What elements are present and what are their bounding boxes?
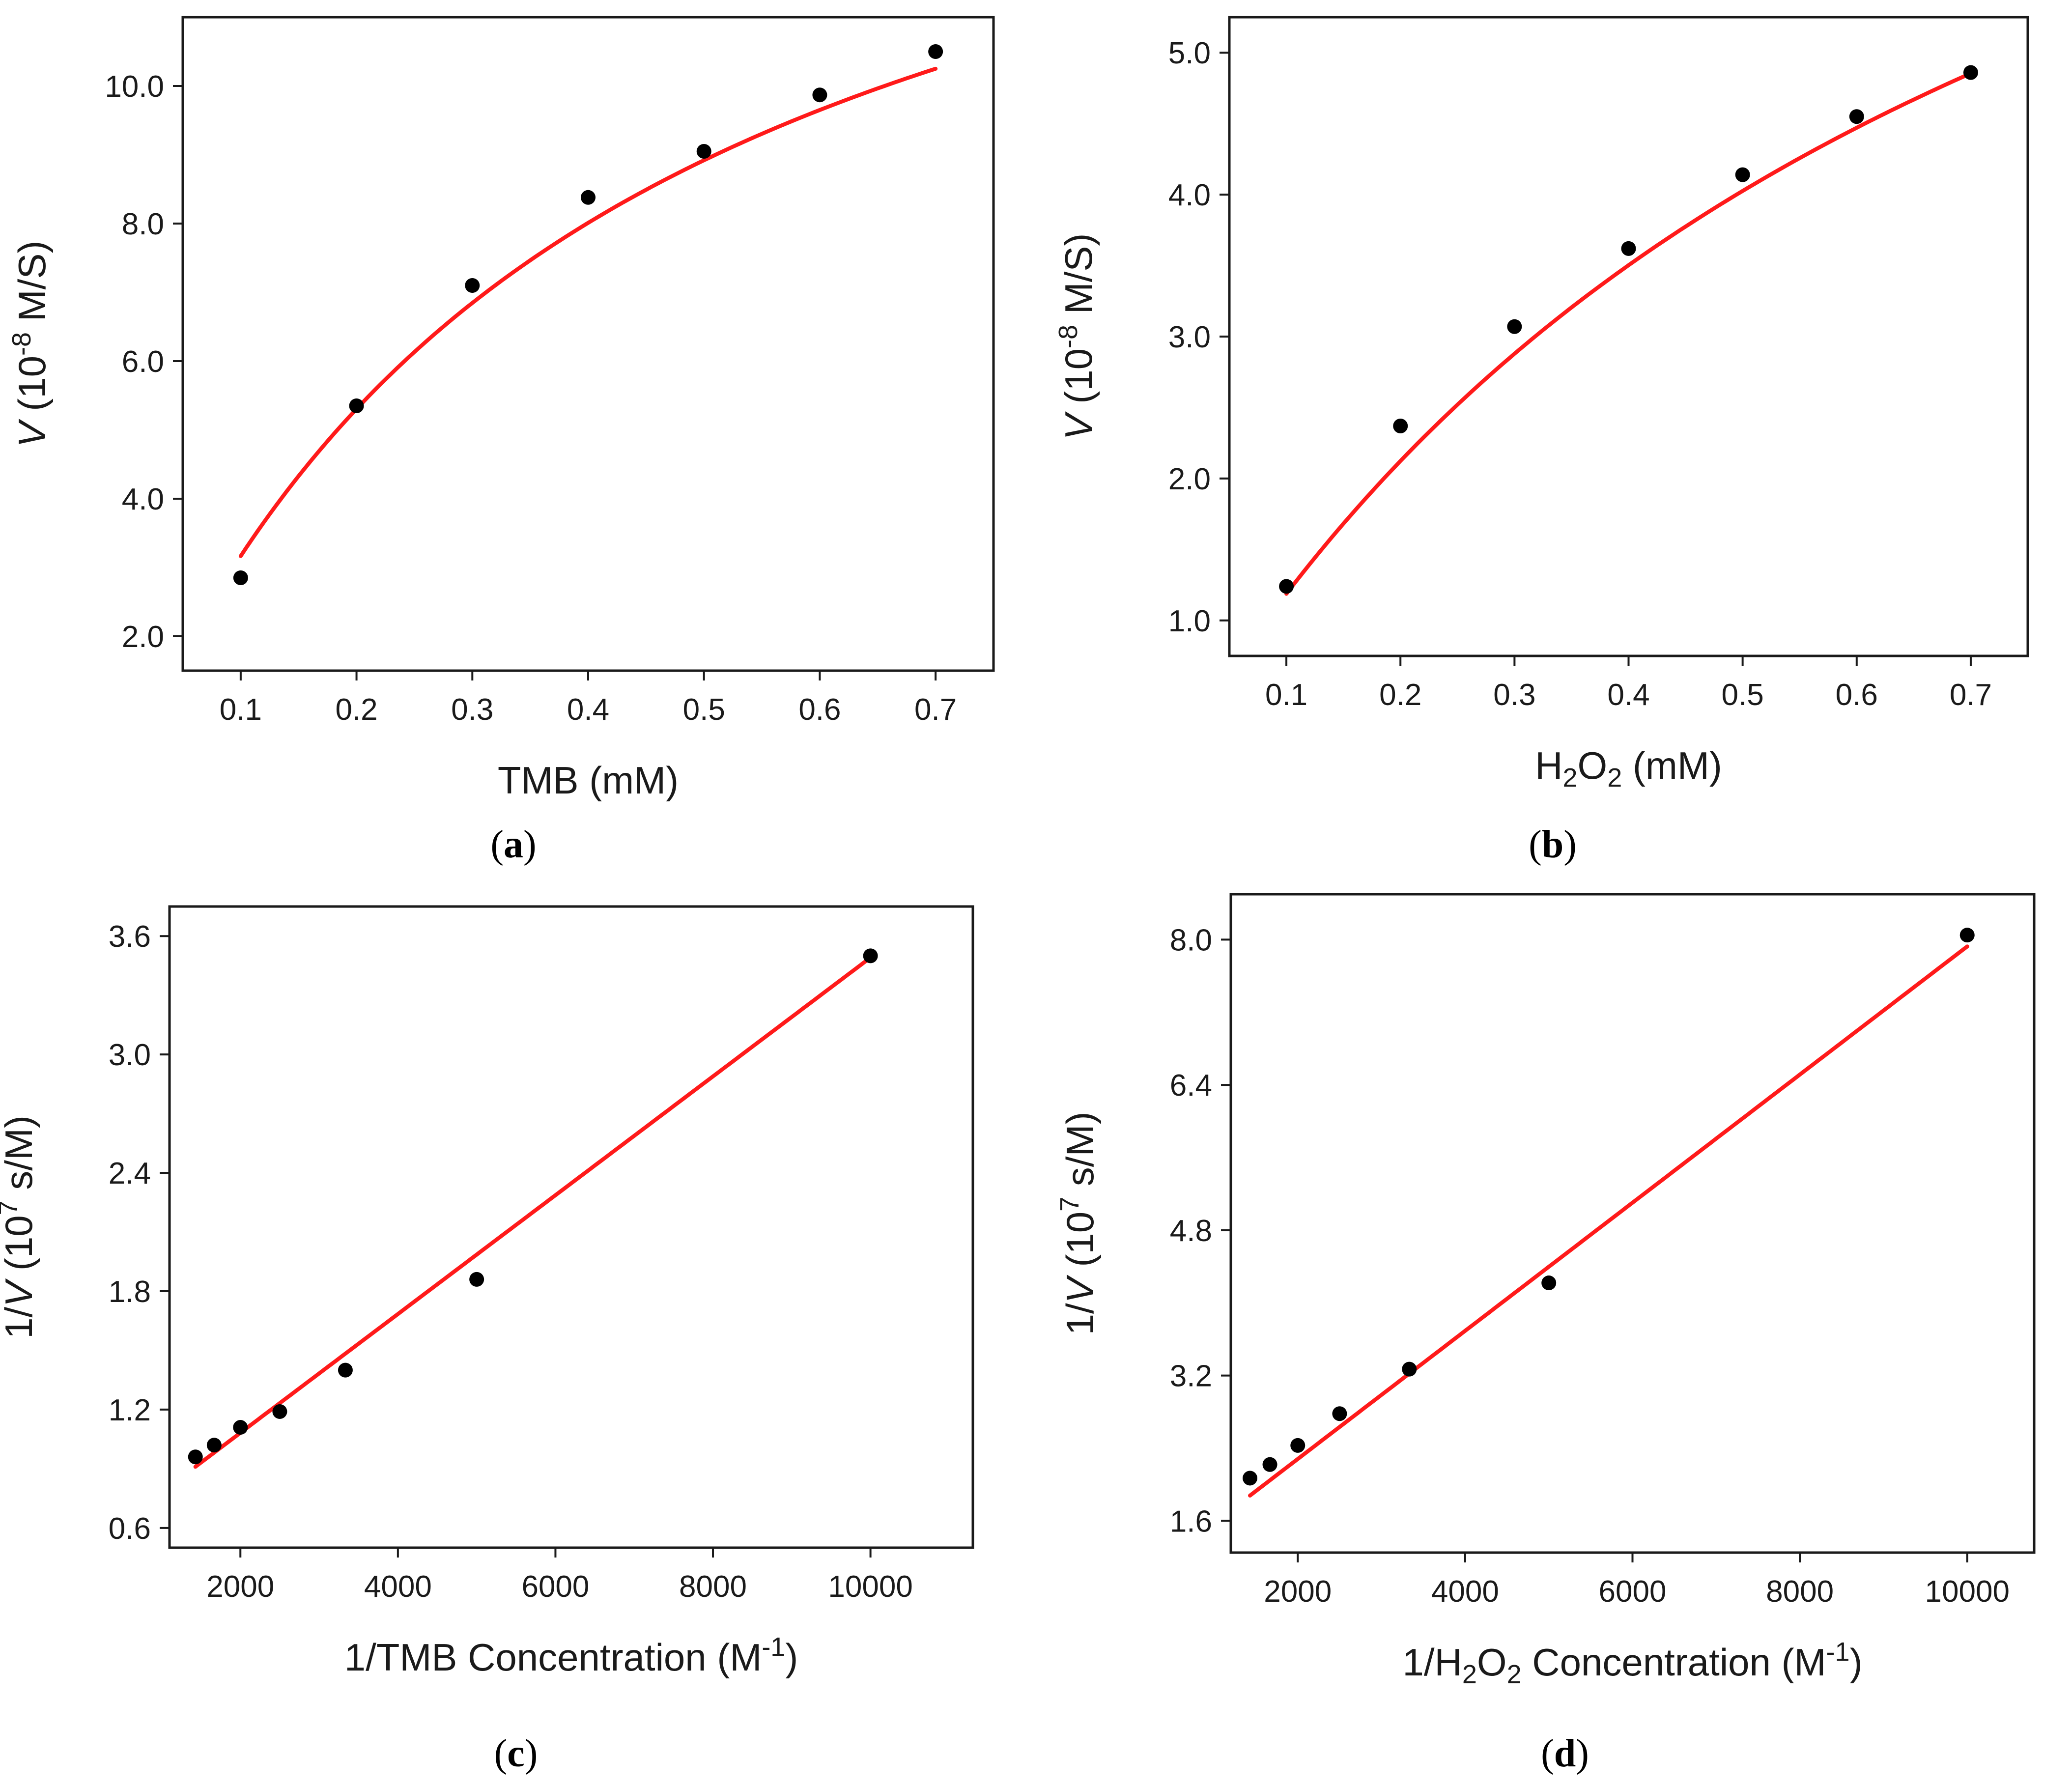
x-tick-label: 2000 (1264, 1575, 1332, 1609)
data-point (1849, 109, 1864, 124)
x-tick-label: 6000 (521, 1570, 589, 1604)
y-tick-label: 6.4 (1170, 1069, 1212, 1103)
data-point (928, 44, 943, 59)
data-point (581, 190, 596, 205)
x-axis-label: TMB (mM) (498, 759, 679, 802)
y-tick-label: 1.2 (109, 1393, 151, 1427)
data-point (272, 1404, 287, 1419)
y-tick-label: 3.0 (1168, 320, 1211, 354)
data-point (1735, 167, 1750, 182)
x-tick-label: 0.3 (451, 693, 493, 727)
chart-panel-d: 2000 4000 6000 8000 10000 1.6 3.2 4.8 6.4 8.0 1/H2… (1055, 893, 2036, 1775)
data-point (1507, 319, 1522, 334)
x-tick-label: 6000 (1599, 1575, 1667, 1609)
chart-panel-a: 0.1 0.2 0.3 0.4 0.5 0.6 0.7 2.0 4.0 6.0 8.0 10.0 TMB… (7, 16, 995, 866)
x-tick-label: 0.1 (1265, 678, 1307, 712)
x-tick-label: 0.1 (220, 693, 262, 727)
y-tick-label: 8.0 (1170, 923, 1212, 957)
data-point (1332, 1406, 1347, 1421)
y-axis-label: 1/V (107 s/M) (0, 1115, 40, 1339)
y-tick-label: 3.0 (109, 1038, 151, 1072)
y-tick-label: 2.4 (109, 1157, 151, 1190)
x-tick-label: 0.3 (1493, 678, 1535, 712)
panel-caption: (d) (1541, 1732, 1589, 1775)
x-tick-label: 10000 (1925, 1575, 2010, 1609)
y-axis-label: 1/V (107 s/M) (1055, 1112, 1102, 1335)
x-tick-label: 0.5 (683, 693, 725, 727)
y-tick-label: 2.0 (122, 620, 164, 654)
x-tick-label: 4000 (364, 1570, 432, 1604)
x-tick-label: 0.6 (1836, 678, 1878, 712)
y-axis-label: V (10-8 M/S) (7, 241, 54, 448)
y-tick-label: 2.0 (1168, 462, 1211, 496)
data-point (233, 1420, 248, 1435)
y-tick-label: 3.6 (109, 920, 151, 954)
data-point (863, 948, 878, 963)
chart-panel-c: 2000 4000 6000 8000 10000 0.6 1.2 1.8 2.4 3.0 3.6 1… (0, 905, 974, 1775)
x-tick-label: 0.4 (567, 693, 609, 727)
y-tick-label: 10.0 (105, 70, 164, 104)
x-tick-label: 0.6 (798, 693, 841, 727)
x-tick-label: 0.4 (1607, 678, 1649, 712)
plot-frame (168, 905, 974, 1549)
x-axis-label: 1/TMB Concentration (M-1) (344, 1632, 798, 1679)
x-axis-label: 1/H2O2 Concentration (M-1) (1402, 1637, 1862, 1689)
data-point (696, 144, 711, 159)
chart-panel-b: 0.1 0.2 0.3 0.4 0.5 0.6 0.7 1.0 2.0 3.0 4.0 5.0 H2O2… (1053, 16, 2029, 866)
y-tick-label: 4.8 (1170, 1214, 1212, 1248)
panel-caption: (a) (490, 823, 536, 866)
y-tick-label: 8.0 (122, 207, 164, 241)
data-point (469, 1272, 484, 1287)
data-point (1290, 1438, 1306, 1453)
y-tick-label: 1.8 (109, 1275, 151, 1309)
data-point (1959, 928, 1975, 943)
x-tick-label: 0.2 (335, 693, 377, 727)
panel-caption: (c) (494, 1732, 538, 1775)
x-tick-label: 0.2 (1379, 678, 1421, 712)
fit-line (1284, 71, 1973, 596)
data-point (338, 1362, 353, 1378)
fit-line (1248, 944, 1969, 1498)
x-tick-label: 8000 (1766, 1575, 1834, 1609)
y-axis-label: V (10-8 M/S) (1053, 233, 1100, 440)
data-point (188, 1449, 203, 1465)
panel-caption: (b) (1529, 823, 1577, 866)
fit-line (193, 956, 873, 1469)
x-tick-label: 0.7 (1950, 678, 1992, 712)
data-point (1393, 419, 1408, 433)
data-point (1279, 579, 1294, 594)
x-tick-label: 2000 (206, 1570, 274, 1604)
data-point (233, 570, 248, 585)
x-tick-label: 4000 (1431, 1575, 1499, 1609)
data-point (1541, 1275, 1557, 1291)
x-tick-label: 0.5 (1722, 678, 1764, 712)
data-point (1621, 241, 1636, 256)
data-point (1402, 1361, 1417, 1377)
x-tick-label: 10000 (828, 1570, 912, 1604)
y-tick-label: 5.0 (1168, 36, 1211, 70)
data-point (812, 87, 827, 103)
x-tick-label: 0.7 (914, 693, 957, 727)
y-tick-label: 1.0 (1168, 604, 1211, 638)
data-point (1963, 65, 1978, 80)
y-tick-label: 1.6 (1170, 1504, 1212, 1538)
y-tick-label: 3.2 (1170, 1360, 1212, 1393)
y-tick-label: 6.0 (122, 345, 164, 379)
y-tick-label: 0.6 (109, 1512, 151, 1546)
data-point (1243, 1471, 1258, 1486)
y-tick-label: 4.0 (122, 482, 164, 516)
panels: 0.1 0.2 0.3 0.4 0.5 0.6 0.7 2.0 4.0 6.0 8.0 10.0 TMB… (0, 16, 2036, 1775)
x-tick-label: 8000 (679, 1570, 747, 1604)
data-point (465, 278, 480, 293)
y-tick-label: 4.0 (1168, 178, 1211, 212)
data-point (1262, 1457, 1277, 1472)
x-axis-label: H2O2 (mM) (1535, 744, 1722, 793)
data-point (206, 1438, 222, 1453)
data-point (349, 398, 364, 413)
